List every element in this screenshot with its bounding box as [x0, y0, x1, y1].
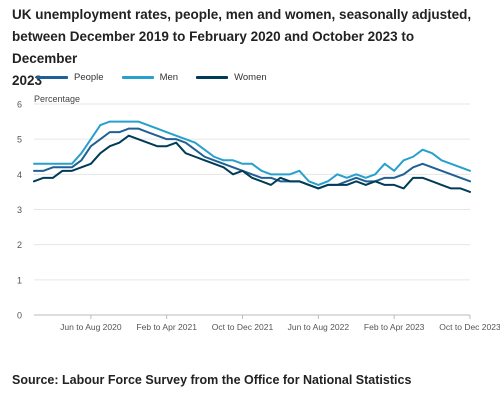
x-tick-label: Jun to Aug 2020 [60, 322, 122, 332]
legend-swatch-people [36, 76, 68, 79]
legend-item-women: Women [196, 72, 267, 83]
x-tick-label: Feb to Apr 2023 [364, 322, 425, 332]
legend-swatch-men [121, 76, 154, 79]
legend-label-women: Women [234, 72, 267, 83]
x-tick-label: Oct to Dec 2021 [212, 322, 274, 332]
y-tick-label: 6 [17, 100, 22, 110]
y-tick-label: 5 [17, 135, 22, 145]
y-tick-label: 3 [17, 205, 22, 215]
series-line-people [33, 127, 471, 190]
legend-label-men: Men [159, 72, 179, 83]
legend-swatch-women [196, 76, 229, 79]
legend-item-people: People [36, 72, 104, 83]
y-tick-label: 1 [17, 275, 22, 285]
chart-title-line-1: UK unemployment rates, people, men and w… [12, 7, 472, 22]
chart-title-line-2: between December 2019 to February 2020 a… [12, 29, 415, 66]
y-tick-label: 2 [17, 240, 22, 250]
x-tick-label: Oct to Dec 2023 [439, 322, 500, 332]
series-line-women [33, 134, 471, 193]
y-axis-label: Percentage [34, 94, 80, 104]
y-tick-label: 0 [17, 311, 22, 321]
chart-title: UK unemployment rates, people, men and w… [12, 4, 482, 92]
legend-label-people: People [74, 72, 104, 83]
x-tick-label: Feb to Apr 2021 [136, 322, 197, 332]
legend-item-men: Men [121, 72, 179, 83]
chart-legend: People Men Women [36, 72, 267, 83]
source-note: Source: Labour Force Survey from the Off… [12, 373, 412, 387]
chart-title-line-3: 2023 [12, 73, 43, 88]
y-tick-label: 4 [17, 170, 22, 180]
x-tick-label: Jun to Aug 2022 [288, 322, 350, 332]
series-line-men [33, 120, 471, 186]
